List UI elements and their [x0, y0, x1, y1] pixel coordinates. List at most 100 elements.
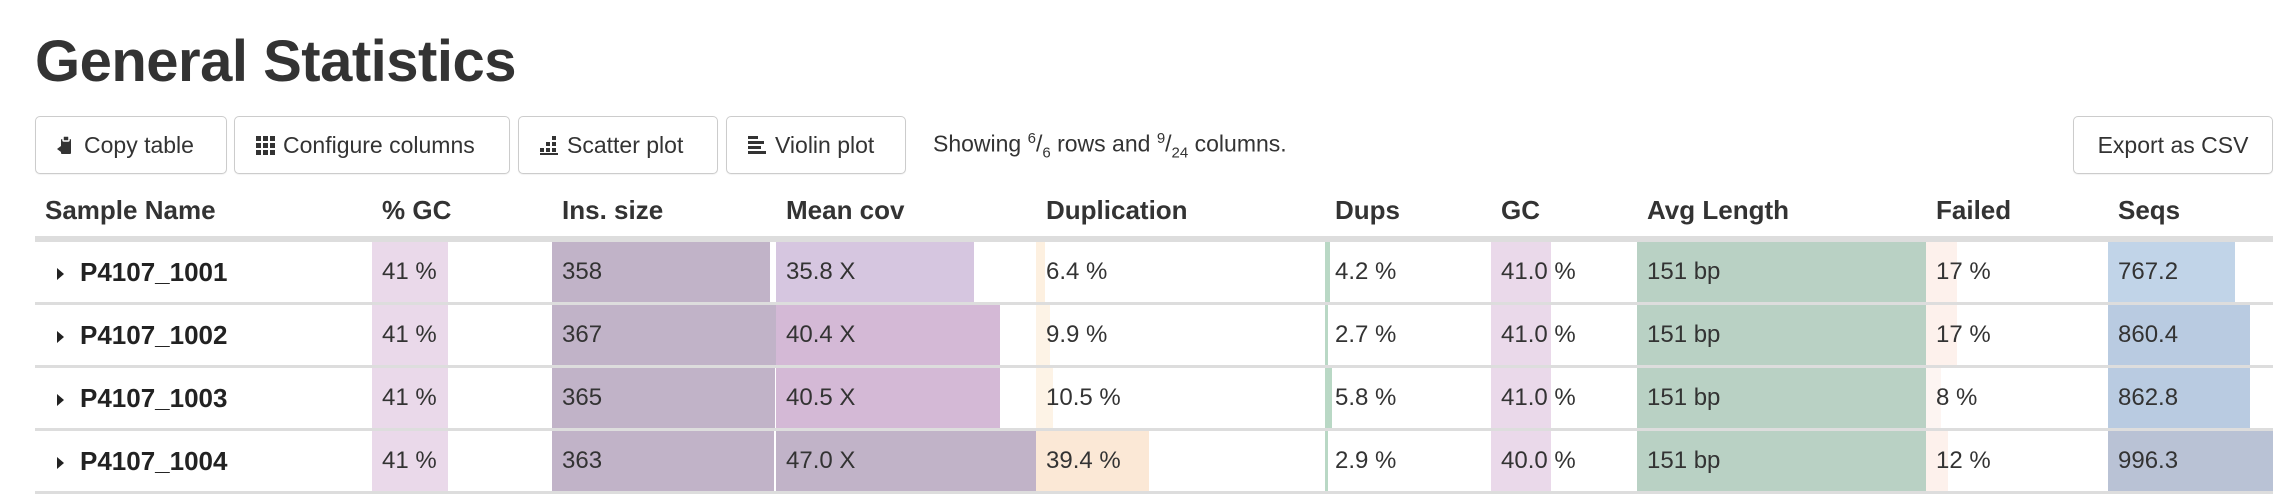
data-cell: 151 bp [1637, 429, 1926, 494]
value-bar [776, 305, 1000, 365]
value-bar [1036, 242, 1045, 302]
data-cell: 47.0 X [776, 429, 1036, 494]
data-cell: 2.7 % [1325, 303, 1491, 368]
rows-total: 6 [1042, 144, 1051, 162]
data-cell: 41 % [372, 239, 552, 305]
sample-name-cell[interactable]: P4107_1004 [35, 429, 372, 494]
value-bar [1637, 305, 1926, 365]
cell-value: 860.4 [2118, 321, 2179, 348]
value-bar [552, 431, 774, 491]
data-cell: 41.0 % [1491, 366, 1637, 431]
data-cell: 12 % [1926, 429, 2108, 494]
value-bar [1325, 305, 1329, 365]
violin-plot-button[interactable]: Violin plot [726, 116, 906, 174]
data-cell: 365 [552, 366, 776, 431]
cell-value: 47.0 X [786, 447, 856, 474]
configure-columns-button[interactable]: Configure columns [234, 116, 510, 174]
general-statistics-table: Sample Name% GC Ins. size Mean cov Duplicat… [35, 184, 2273, 494]
sample-name-cell[interactable]: P4107_1003 [35, 366, 372, 431]
sample-name-cell[interactable]: P4107_1002 [35, 303, 372, 368]
data-cell: 41 % [372, 366, 552, 431]
column-header-failed[interactable]: Failed [1926, 184, 2108, 242]
cell-value: 996.3 [2118, 447, 2179, 474]
cell-value: 40.4 X [786, 321, 856, 348]
value-bar [2108, 431, 2273, 491]
copy-table-label: Copy table [84, 131, 194, 158]
cell-value: 4.2 % [1335, 258, 1397, 285]
cell-value: 367 [562, 321, 603, 348]
summary-prefix: Showing [933, 130, 1028, 157]
value-bar [372, 242, 448, 302]
value-bar [1926, 305, 1957, 365]
data-cell: 17 % [1926, 303, 2108, 368]
column-header-mean-cov[interactable]: Mean cov [776, 184, 1036, 242]
value-bar [2108, 242, 2236, 302]
table-row: P4107_1003 41 % 365 40.5 X 10.5 % 5.8 % 41.0 %… [35, 366, 2273, 431]
value-bar [1325, 431, 1329, 491]
data-cell: 17 % [1926, 239, 2108, 305]
value-bar [1036, 368, 1054, 428]
value-bar [2108, 305, 2250, 365]
value-bar [1637, 242, 1926, 302]
table-toolbar: Copy table Configure columns Scatter plo… [35, 116, 2273, 176]
column-header-gc[interactable]: GC [1491, 184, 1637, 242]
export-csv-button[interactable]: Export as CSV [2073, 116, 2273, 174]
cell-value: 9.9 % [1046, 321, 1108, 348]
sample-name: P4107_1001 [80, 256, 228, 287]
cols-total: 24 [1171, 144, 1189, 162]
value-bar [552, 368, 775, 428]
data-cell: 8 % [1926, 366, 2108, 431]
value-bar [1637, 431, 1926, 491]
value-bar [372, 368, 448, 428]
expand-caret-icon[interactable] [57, 267, 64, 280]
data-cell: 4.2 % [1325, 239, 1491, 305]
cell-value: 5.8 % [1335, 384, 1397, 411]
clipboard-icon [57, 135, 71, 154]
column-header-ins-size[interactable]: Ins. size [552, 184, 776, 242]
cell-value: 365 [562, 384, 603, 411]
cell-value: 41 % [382, 447, 437, 474]
data-cell: 358 [552, 239, 776, 305]
expand-caret-icon[interactable] [57, 456, 64, 469]
data-cell: 151 bp [1637, 239, 1926, 305]
sample-name: P4107_1002 [80, 319, 228, 350]
data-cell: 996.3 [2108, 429, 2273, 494]
data-cell: 40.5 X [776, 366, 1036, 431]
table-row: P4107_1004 41 % 363 47.0 X 39.4 % 2.9 % 40.0 %… [35, 429, 2273, 494]
data-cell: 35.8 X [776, 239, 1036, 305]
sample-name-cell[interactable]: P4107_1001 [35, 239, 372, 305]
value-bar [776, 431, 1036, 491]
column-header-avg-length[interactable]: Avg Length [1637, 184, 1926, 242]
column-header-duplication[interactable]: Duplication [1036, 184, 1325, 242]
column-header-dups[interactable]: Dups [1325, 184, 1491, 242]
cell-value: 767.2 [2118, 258, 2179, 285]
column-header-sample-name[interactable]: Sample Name [35, 184, 372, 242]
data-cell: 860.4 [2108, 303, 2273, 368]
data-cell: 862.8 [2108, 366, 2273, 431]
column-header-gc[interactable]: % GC [372, 184, 552, 242]
rows-shown: 6 [1027, 130, 1036, 147]
expand-caret-icon[interactable] [57, 330, 64, 343]
cell-value: 41.0 % [1501, 258, 1576, 285]
export-csv-label: Export as CSV [2097, 131, 2249, 158]
cell-value: 40.5 X [786, 384, 856, 411]
column-header-seqs[interactable]: Seqs [2108, 184, 2273, 242]
scatter-plot-button[interactable]: Scatter plot [518, 116, 718, 174]
value-bar [372, 305, 448, 365]
data-cell: 363 [552, 429, 776, 494]
data-cell: 40.4 X [776, 303, 1036, 368]
table-header-row: Sample Name% GC Ins. size Mean cov Duplicat… [35, 184, 2273, 242]
expand-caret-icon[interactable] [57, 393, 64, 406]
cell-value: 35.8 X [786, 258, 856, 285]
cell-value: 41 % [382, 384, 437, 411]
copy-table-button[interactable]: Copy table [35, 116, 227, 174]
sample-name: P4107_1004 [80, 445, 228, 476]
data-cell: 151 bp [1637, 303, 1926, 368]
configure-columns-label: Configure columns [283, 131, 475, 158]
cell-value: 862.8 [2118, 384, 2179, 411]
value-bar [776, 368, 1000, 428]
value-bar [1036, 431, 1149, 491]
scatter-plot-icon [540, 136, 558, 155]
data-cell: 10.5 % [1036, 366, 1325, 431]
value-bar [776, 242, 974, 302]
